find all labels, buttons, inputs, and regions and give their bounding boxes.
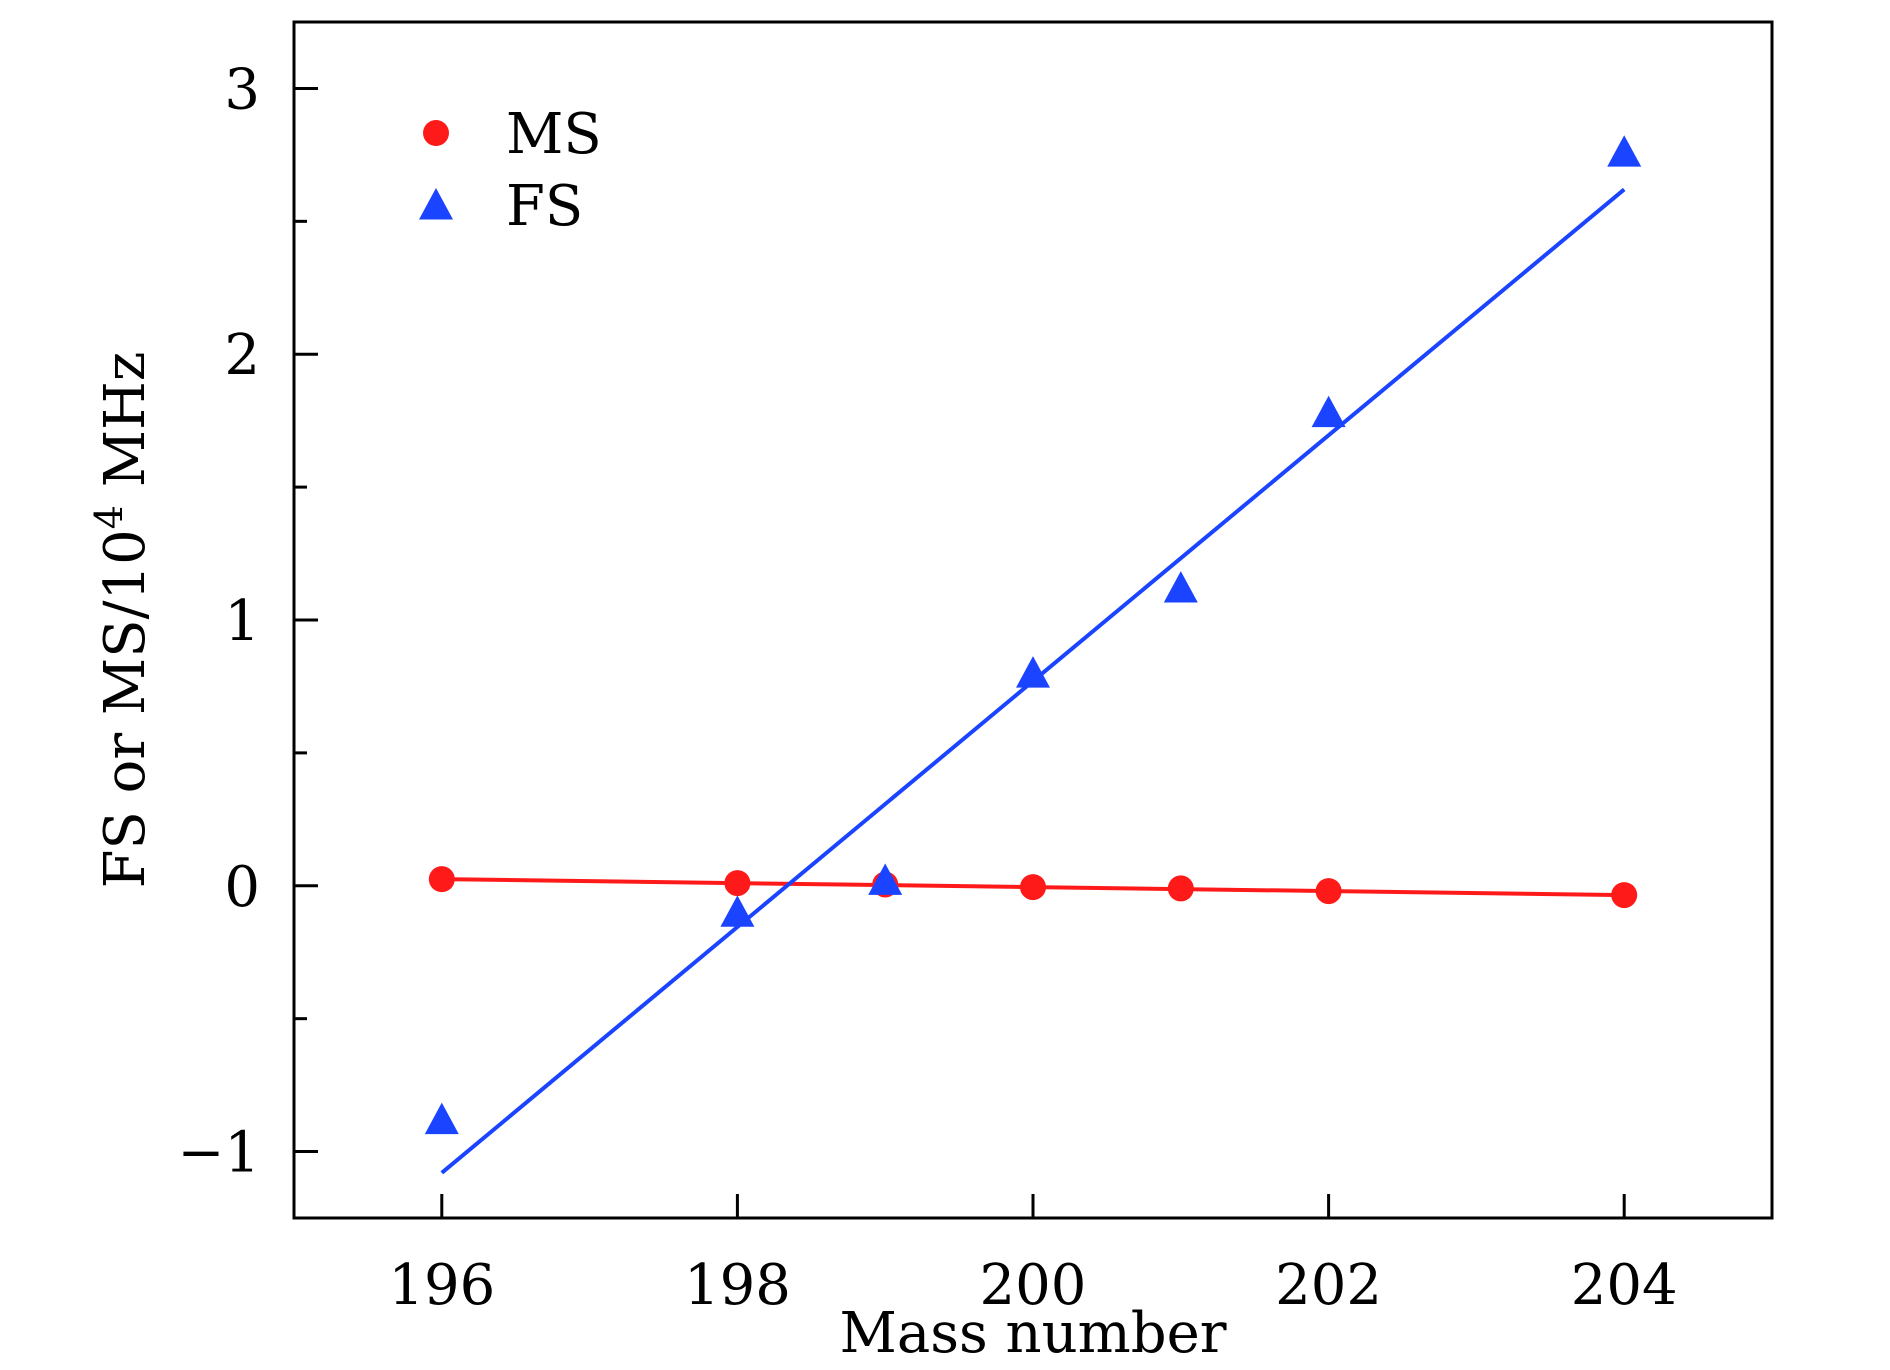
- y-axis-title-main: FS or MS/10: [93, 529, 158, 888]
- x-tick-label: 200: [980, 1253, 1087, 1318]
- y-tick-label: 0: [224, 855, 260, 920]
- ms-point: [1167, 875, 1194, 902]
- y-axis-title: FS or MS/104 MHz: [87, 352, 158, 889]
- ms-point: [1315, 878, 1342, 905]
- y-tick-label: −1: [177, 1121, 260, 1186]
- x-tick-label: 202: [1275, 1253, 1382, 1318]
- fs-point: [720, 895, 755, 927]
- fs-point: [1311, 395, 1346, 428]
- fs-point: [1163, 571, 1198, 603]
- legend-ms-marker: [423, 120, 449, 146]
- y-axis-title-exponent: 4: [87, 505, 131, 529]
- x-tick-label: 196: [388, 1253, 495, 1318]
- legend-fs-label: FS: [506, 174, 583, 239]
- legend-fs-marker: [419, 188, 453, 220]
- legend-ms-label: MS: [506, 102, 602, 167]
- ms-point: [428, 866, 455, 893]
- y-tick-label: 3: [224, 57, 260, 122]
- fs-point: [424, 1102, 459, 1135]
- fs-point: [868, 863, 903, 895]
- y-axis-title-unit: MHz: [93, 352, 158, 505]
- ms-point: [724, 870, 751, 897]
- y-tick-label: 2: [224, 323, 260, 388]
- y-tick-label: 1: [224, 589, 260, 654]
- fs-point: [1607, 135, 1642, 167]
- ms-point: [1020, 874, 1046, 901]
- x-axis-title: Mass number: [840, 1301, 1227, 1366]
- x-tick-label: 198: [684, 1253, 791, 1318]
- ms-point: [1611, 882, 1638, 909]
- fs-point: [1016, 656, 1050, 688]
- x-tick-label: 204: [1571, 1253, 1678, 1318]
